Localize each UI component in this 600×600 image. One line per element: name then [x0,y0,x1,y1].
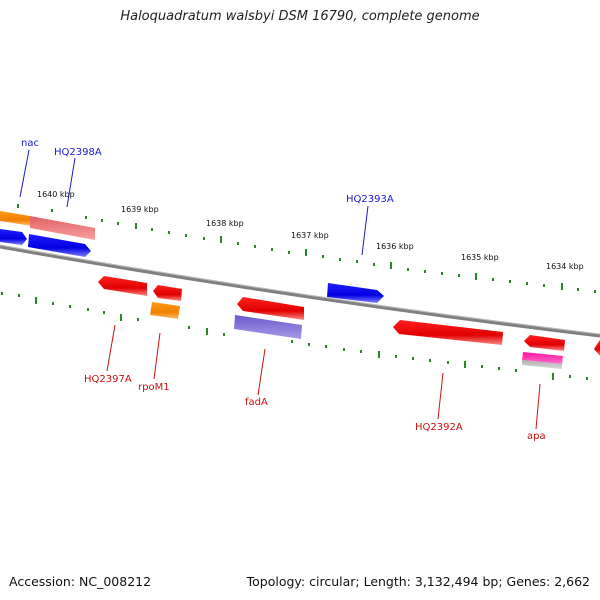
topology-text: Topology: circular; Length: 3,132,494 bp… [246,574,590,589]
gene-red-small[interactable] [153,285,182,301]
gene-label-rpom1[interactable]: rpoM1 [138,382,170,393]
gene-label-hq2398a[interactable]: HQ2398A [54,147,102,158]
gene-nac[interactable] [0,211,32,226]
gene-label-apa[interactable]: apa [527,431,546,442]
gene-apa-magenta[interactable] [522,352,563,364]
outer-tick-track [17,204,596,293]
leader-line-hq2397a [106,324,116,372]
tick-label-1640: 1640 kbp [37,190,75,199]
tick-label-1637: 1637 kbp [291,231,329,240]
gene-blue-left-2[interactable] [28,234,91,257]
genome-backbone [0,245,600,338]
tick-label-1636: 1636 kbp [376,242,414,251]
accession-text: Accession: NC_008212 [9,574,152,589]
leader-line-hq2393a [361,205,369,256]
gene-label-fada[interactable]: fadA [245,397,268,408]
gene-fada[interactable] [234,315,302,339]
gene-apa-red[interactable] [524,335,565,351]
leader-line-nac [19,149,30,198]
tick-label-1638: 1638 kbp [206,219,244,228]
gene-hq2398a-pink[interactable] [30,216,95,240]
gene-hq2392a[interactable] [393,320,503,345]
tick-label-1634: 1634 kbp [546,262,584,271]
gene-hq2393a[interactable] [327,283,384,303]
gene-label-hq2392a[interactable]: HQ2392A [415,422,463,433]
inner-tick-track [1,292,588,380]
leader-line-hq2398a [66,157,76,208]
gene-label-nac[interactable]: nac [21,138,39,149]
gene-label-hq2397a[interactable]: HQ2397A [84,374,132,385]
gene-hq2397a[interactable] [98,276,147,296]
gene-red-right-edge[interactable] [594,340,600,356]
tick-label-1639: 1639 kbp [121,205,159,214]
leader-line-rpom1 [153,332,161,380]
gene-blue-left-1[interactable] [0,229,27,245]
gene-rpom1[interactable] [150,302,180,319]
gene-red-fada-upper[interactable] [237,297,304,320]
map-title: Haloquadratum walsbyi DSM 16790, complet… [120,9,480,24]
tick-label-1635: 1635 kbp [461,253,499,262]
leader-line-hq2392a [437,372,444,420]
leader-line-fada [257,348,266,396]
gene-label-hq2393a[interactable]: HQ2393A [346,194,394,205]
leader-line-apa [535,383,541,430]
gene-apa-gray[interactable] [522,360,562,369]
